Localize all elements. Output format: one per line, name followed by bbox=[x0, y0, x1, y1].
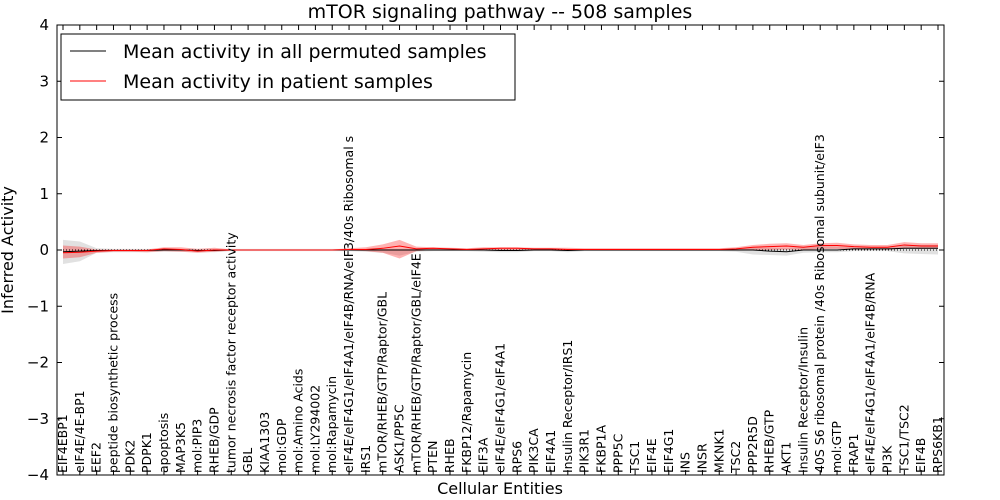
x-tick-label: INSR bbox=[694, 443, 709, 473]
x-tick-label: INS bbox=[678, 452, 693, 473]
x-tick-label: EIF3A bbox=[476, 437, 491, 473]
band-permuted bbox=[63, 239, 938, 265]
legend-label-patient: Mean activity in patient samples bbox=[123, 71, 433, 93]
y-tick-label: 2 bbox=[39, 129, 49, 147]
x-axis: EIF4EBP1 eIF4E/4E-BP1 EEF2 peptide biosynth… bbox=[55, 25, 945, 475]
x-tick-label: PDK2 bbox=[122, 440, 137, 473]
x-tick-label: EIF4EBP1 bbox=[55, 414, 70, 473]
legend: Mean activity in all permuted samples Me… bbox=[60, 33, 516, 101]
y-tick-label: −4 bbox=[27, 466, 49, 484]
x-tick-label: PIK3R1 bbox=[577, 429, 592, 473]
x-tick-label: ASK1/PP5C bbox=[392, 404, 407, 473]
x-tick-label: MAP3K5 bbox=[173, 422, 188, 473]
y-axis: 4 3 2 1 0 −1 −2 −3 −4 bbox=[27, 16, 944, 484]
x-tick-label: RPS6KB1 bbox=[930, 416, 945, 473]
x-tick-label: TSC2 bbox=[728, 441, 743, 474]
x-tick-label: FKBP1A bbox=[593, 425, 608, 473]
x-tick-label: eIF4E/eIF4G1/eIF4A1/eIF4B/RNA bbox=[863, 272, 878, 473]
x-tick-label: mTOR/RHEB/GTP/Raptor/GBL bbox=[375, 292, 390, 473]
x-tick-label: PPP2R5D bbox=[745, 416, 760, 473]
series-line-patient bbox=[62, 244, 938, 254]
x-tick-label: FRAP1 bbox=[846, 434, 861, 473]
y-tick-label: 3 bbox=[39, 72, 49, 90]
x-tick-label: PTEN bbox=[425, 441, 440, 473]
x-tick-label: EIF4B bbox=[913, 438, 928, 473]
series-lines bbox=[62, 244, 938, 254]
x-tick-label: RHEB/GDP bbox=[206, 407, 221, 473]
chart-title: mTOR signaling pathway -- 508 samples bbox=[308, 1, 693, 23]
x-tick-label: EIF4A1 bbox=[543, 430, 558, 473]
x-tick-label: Insulin Receptor/IRS1 bbox=[560, 340, 575, 473]
confidence-bands bbox=[63, 239, 938, 265]
x-tick-label: EIF4G1 bbox=[661, 429, 676, 473]
x-tick-label: tumor necrosis factor receptor activity bbox=[223, 232, 238, 473]
x-tick-label: PI3K bbox=[880, 445, 895, 473]
x-tick-label: mol:LY294002 bbox=[307, 385, 322, 473]
y-tick-label: −1 bbox=[27, 297, 49, 315]
x-tick-label: mol:Rapamycin bbox=[324, 376, 339, 473]
x-tick-label: MKNK1 bbox=[711, 429, 726, 473]
x-tick-label: eIF4E/4E-BP1 bbox=[72, 390, 87, 473]
x-tick-label: apoptosis bbox=[156, 413, 171, 473]
x-tick-label: eIF4E/eIF4G1/eIF4A1/eIF4B/RNA/eIF3/40s R… bbox=[341, 136, 356, 473]
y-tick-label: −2 bbox=[27, 354, 49, 372]
y-axis-label: Inferred Activity bbox=[0, 186, 17, 314]
x-tick-label: EIF4E bbox=[644, 438, 659, 473]
x-tick-label: RPS6 bbox=[509, 441, 524, 473]
x-tick-label: peptide biosynthetic process bbox=[105, 293, 120, 473]
x-tick-label: 40S S6 ribosomal protein /40s Ribosomal … bbox=[812, 134, 827, 473]
x-tick-label: RHEB bbox=[442, 438, 457, 473]
x-tick-label: mTOR/RHEB/GTP/Raptor/GBL/eIF4E bbox=[408, 253, 423, 473]
x-tick-label: KIAA1303 bbox=[257, 412, 272, 473]
x-tick-label: PPP5C bbox=[610, 433, 625, 473]
x-tick-label: TSC1/TSC2 bbox=[896, 404, 911, 474]
x-tick-label: mol:PIP3 bbox=[190, 419, 205, 473]
y-tick-label: 4 bbox=[39, 16, 49, 34]
y-tick-label: 1 bbox=[39, 185, 49, 203]
legend-box bbox=[60, 33, 516, 101]
x-tick-label: EEF2 bbox=[89, 442, 104, 473]
x-tick-label: TSC1 bbox=[627, 441, 642, 474]
x-tick-label: FKBP12/Rapamycin bbox=[459, 352, 474, 473]
x-tick-label: GBL bbox=[240, 448, 255, 473]
x-tick-label: IRS1 bbox=[358, 445, 373, 473]
x-tick-label: PIK3CA bbox=[526, 428, 541, 473]
legend-label-permuted: Mean activity in all permuted samples bbox=[123, 41, 486, 63]
y-tick-label: −3 bbox=[27, 410, 49, 428]
x-tick-label: RHEB/GTP bbox=[762, 409, 777, 473]
x-tick-label: mol:GTP bbox=[829, 421, 844, 473]
x-tick-label: PDPK1 bbox=[139, 432, 154, 473]
x-tick-label: AKT1 bbox=[779, 442, 794, 473]
x-tick-label: eIF4E/eIF4G1/eIF4A1 bbox=[493, 343, 508, 473]
x-tick-label: mol:Amino Acids bbox=[291, 369, 306, 473]
x-tick-label: mol:GDP bbox=[274, 418, 289, 473]
band-patient bbox=[63, 239, 938, 259]
y-tick-label: 0 bbox=[39, 241, 49, 259]
x-tick-label: Insulin Receptor/Insulin bbox=[795, 327, 810, 473]
x-axis-label: Cellular Entities bbox=[437, 479, 563, 498]
